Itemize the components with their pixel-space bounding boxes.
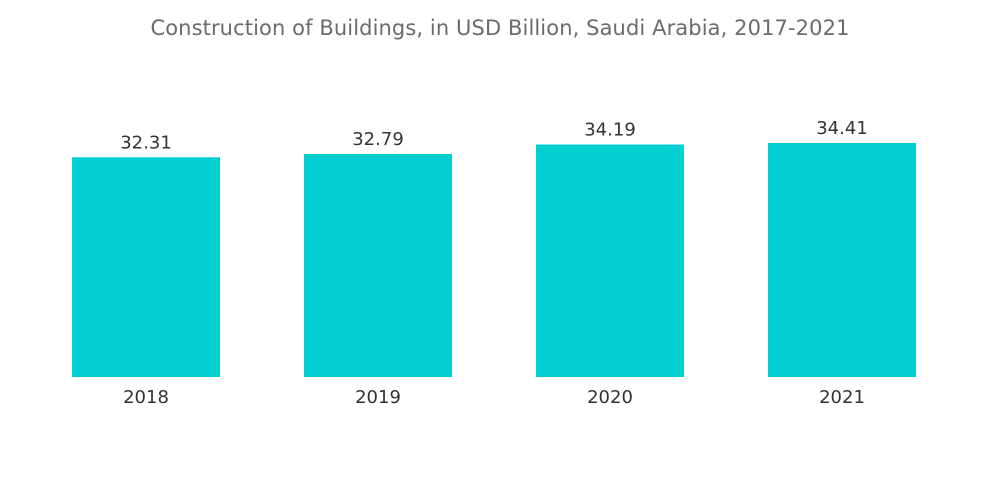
value-label-2020: 34.19 — [584, 119, 636, 140]
bar-2018 — [72, 157, 220, 377]
x-tick-label-2021: 2021 — [819, 387, 865, 408]
value-label-2019: 32.79 — [352, 129, 404, 150]
x-tick-label-2018: 2018 — [123, 387, 169, 408]
bar-2020 — [536, 144, 684, 377]
x-tick-label-2019: 2019 — [355, 387, 401, 408]
bar-2021 — [768, 143, 916, 377]
x-tick-label-2020: 2020 — [587, 387, 633, 408]
chart-title: Construction of Buildings, in USD Billio… — [150, 16, 850, 40]
value-label-2021: 34.41 — [816, 118, 868, 139]
value-label-2018: 32.31 — [120, 132, 172, 153]
bar-2019 — [304, 154, 452, 377]
